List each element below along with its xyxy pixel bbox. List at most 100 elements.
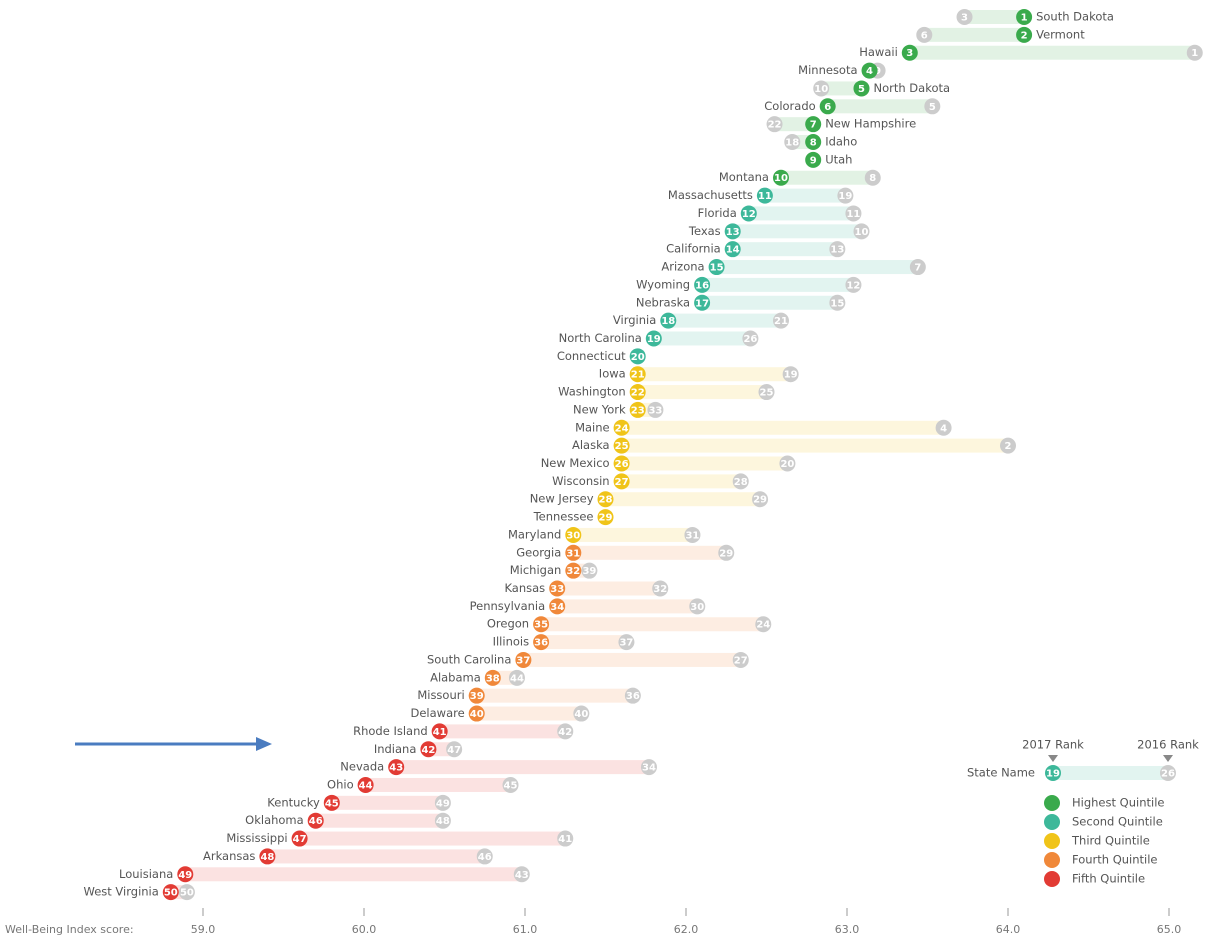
rank-2016-label: 4: [940, 423, 947, 434]
rank-2017-dot: [420, 741, 437, 758]
state-label: New Jersey: [530, 492, 594, 506]
rank-2016-label: 10: [814, 84, 828, 95]
range-bar: [476, 688, 633, 703]
rank-2016-label: 31: [685, 530, 699, 541]
rank-2017-dot: [468, 705, 485, 722]
state-label: Virginia: [613, 313, 656, 327]
rank-2016-dot: [640, 759, 657, 776]
rank-2016-label: 40: [574, 709, 588, 720]
state-label: Kentucky: [267, 795, 320, 809]
state-label: South Dakota: [1036, 10, 1114, 24]
state-label: Maine: [575, 420, 610, 434]
state-label: Hawaii: [859, 45, 898, 59]
rank-2017-label: 40: [470, 709, 484, 720]
rank-2016-label: 25: [760, 388, 774, 399]
rank-2016-dot: [909, 259, 926, 276]
rank-2016-dot: [476, 848, 493, 865]
rank-2016-label: 50: [180, 888, 194, 899]
state-label: Florida: [698, 206, 737, 220]
rank-2016-dot: [813, 80, 830, 97]
range-bar: [764, 188, 846, 203]
rank-2016-dot: [513, 866, 530, 883]
rank-2016-dot: [837, 187, 854, 204]
rank-2017-dot: [1016, 9, 1033, 25]
rank-2017-label: 4: [866, 66, 873, 77]
rank-2017-dot: [629, 384, 646, 401]
rank-2017-dot: [1016, 26, 1033, 43]
rank-2016-label: 19: [784, 370, 798, 381]
state-label: Michigan: [510, 563, 562, 577]
rank-2016-label: 44: [510, 673, 524, 684]
key-2016-rank: 26: [1161, 769, 1175, 780]
rank-2016-dot: [845, 276, 862, 293]
rank-2016-dot: [434, 794, 451, 811]
rank-2016-dot: [732, 473, 749, 490]
rank-2016-dot: [684, 526, 701, 543]
legend-swatch: [1044, 833, 1060, 849]
range-bar: [668, 313, 781, 328]
state-label: Colorado: [764, 99, 815, 113]
key-2016-dot: [1160, 765, 1176, 781]
rank-2017-label: 47: [293, 834, 307, 845]
rank-2016-dot: [557, 830, 574, 847]
rank-2017-dot: [565, 544, 582, 561]
rank-2017-label: 46: [309, 816, 323, 827]
legend-swatch: [1044, 871, 1060, 887]
rank-2016-label: 42: [558, 727, 572, 738]
rank-2017-label: 36: [534, 638, 548, 649]
range-bar: [732, 242, 838, 257]
rank-2016-label: 8: [869, 173, 876, 184]
rank-2016-dot: [956, 9, 973, 25]
rank-2017-label: 48: [260, 852, 274, 863]
rank-2017-dot: [468, 687, 485, 704]
state-label: Massachusetts: [668, 188, 753, 202]
range-bar: [621, 456, 788, 471]
rank-2017-dot: [629, 366, 646, 383]
rank-2016-label: 3: [961, 13, 968, 24]
state-label: Montana: [719, 170, 769, 184]
state-label: Georgia: [516, 545, 561, 559]
state-label: North Carolina: [559, 331, 642, 345]
rank-2016-label: 24: [756, 620, 770, 631]
rank-2017-label: 35: [534, 620, 548, 631]
range-bar: [821, 81, 862, 96]
state-label: West Virginia: [84, 885, 159, 899]
range-bar: [621, 438, 1008, 453]
rank-2017-dot: [613, 455, 630, 472]
rank-2017-label: 16: [695, 280, 709, 291]
key-2017-title: 2017 Rank: [1022, 738, 1084, 752]
range-bar: [964, 10, 1025, 24]
x-axis-label: Well-Being Index score:: [5, 923, 134, 936]
rank-2017-dot: [565, 526, 582, 543]
rank-2017-dot: [756, 187, 773, 204]
rank-2016-label: 32: [653, 584, 667, 595]
rank-2017-dot: [162, 884, 179, 901]
state-label: Washington: [558, 385, 626, 399]
rank-2017-label: 25: [615, 441, 629, 452]
rank-2016-label: 49: [436, 798, 450, 809]
state-label: New Hampshire: [825, 117, 916, 131]
rank-2016-dot: [647, 401, 664, 418]
range-bar: [557, 581, 661, 596]
rank-2016-label: 39: [582, 566, 596, 577]
rank-2016-dot: [779, 455, 796, 472]
rank-2016-label: 37: [619, 638, 633, 649]
rank-2017-label: 21: [631, 370, 645, 381]
rank-2016-dot: [557, 723, 574, 740]
state-label: Mississippi: [226, 831, 287, 845]
rank-2017-dot: [533, 634, 550, 651]
range-bar: [315, 813, 443, 828]
rank-2016-label: 28: [734, 477, 748, 488]
rank-2017-label: 13: [726, 227, 740, 238]
state-label: Vermont: [1036, 27, 1085, 41]
rank-2017-dot: [177, 866, 194, 883]
rank-2016-dot: [446, 741, 463, 758]
rank-2017-label: 28: [599, 495, 613, 506]
rank-2017-label: 49: [178, 870, 192, 881]
rank-2017-dot: [853, 80, 870, 97]
rank-2017-dot: [724, 241, 741, 258]
rank-2016-dot: [508, 669, 525, 686]
rank-2016-dot: [1000, 437, 1016, 454]
rank-2017-dot: [740, 205, 757, 222]
